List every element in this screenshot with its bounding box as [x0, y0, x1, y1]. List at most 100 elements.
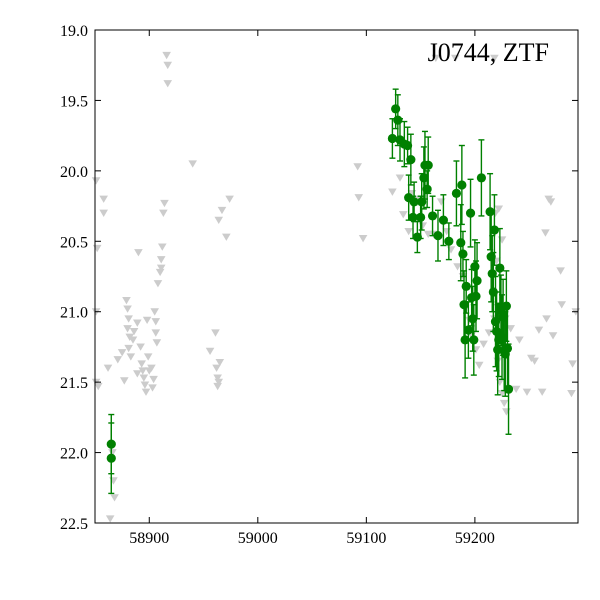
upper-limit-marker [546, 198, 556, 206]
detection-marker [472, 276, 482, 286]
detection-marker [498, 312, 508, 322]
y-tick-label: 19.0 [60, 23, 88, 40]
detection-marker [495, 263, 505, 273]
upper-limit-marker [484, 329, 494, 337]
detection-marker [412, 232, 422, 242]
upper-limit-marker [213, 382, 222, 391]
upper-limit-marker [497, 236, 507, 244]
detection-marker [457, 180, 467, 190]
upper-limit-marker [126, 353, 136, 361]
upper-limit-marker [499, 399, 509, 408]
upper-limit-marker [156, 264, 166, 272]
upper-limit-marker [149, 375, 158, 384]
upper-limit-marker [103, 364, 113, 372]
upper-limit-marker [353, 163, 362, 171]
detection-marker [433, 231, 443, 241]
y-tick-label: 19.5 [60, 93, 88, 110]
detection-marker [419, 173, 429, 183]
detection-marker [489, 225, 500, 235]
x-tick-label: 58900 [129, 530, 169, 547]
upper-limit-marker [222, 233, 231, 241]
upper-limit-marker [157, 243, 167, 251]
x-tick-label: 59200 [455, 530, 495, 547]
upper-limit-marker [567, 389, 576, 398]
detection-marker [406, 154, 416, 165]
upper-limit-marker [123, 325, 132, 333]
upper-limit-marker [120, 377, 129, 385]
upper-limit-marker [133, 370, 142, 378]
detection-marker [487, 269, 497, 279]
detection-marker [459, 300, 469, 310]
upper-limit-marker [354, 194, 364, 202]
upper-limit-marker [105, 515, 115, 523]
upper-limit-marker [129, 327, 139, 336]
upper-limit-marker [494, 205, 504, 213]
upper-limit-marker [205, 347, 215, 356]
upper-limit-marker [548, 332, 558, 340]
upper-limit-marker [151, 318, 161, 326]
upper-limit-marker [568, 360, 577, 368]
upper-limit-marker [431, 54, 441, 63]
upper-limit-marker [423, 230, 433, 239]
upper-limit-marker [225, 195, 234, 203]
upper-limit-marker [139, 374, 149, 382]
upper-limit-marker [530, 357, 539, 365]
upper-limit-marker [147, 364, 156, 372]
upper-limit-marker [99, 209, 108, 217]
detection-marker [471, 291, 481, 301]
upper-limit-marker [159, 209, 168, 217]
upper-limit-marker [395, 174, 405, 182]
detection-marker [460, 335, 470, 345]
upper-limit-marker [214, 216, 224, 225]
y-tick-label: 22.0 [60, 446, 88, 463]
detection-marker [490, 316, 501, 327]
upper-limit-marker [110, 494, 119, 502]
detection-marker [476, 173, 486, 183]
upper-limit-marker [556, 267, 565, 275]
detection-marker [451, 188, 462, 198]
y-tick-label: 21.0 [60, 305, 88, 322]
detection-marker [402, 140, 413, 151]
detection-marker [106, 453, 116, 463]
upper-limit-marker [138, 367, 148, 375]
detection-marker [387, 133, 397, 144]
upper-limit-marker [404, 227, 413, 236]
x-tick-label: 59100 [346, 530, 386, 547]
upper-limit-marker [117, 349, 127, 357]
upper-limit-marker [217, 206, 227, 215]
detection-marker [427, 211, 438, 221]
upper-limit-marker [398, 211, 408, 219]
upper-limit-marker [511, 385, 521, 394]
upper-limit-marker [490, 54, 499, 63]
detection-marker [409, 197, 419, 207]
upper-limit-marker [557, 301, 567, 309]
y-tick-label: 20.0 [60, 164, 88, 181]
detection-marker [422, 184, 432, 194]
upper-limit-marker [150, 308, 159, 316]
upper-limit-marker [506, 325, 516, 333]
upper-limit-marker [93, 382, 103, 391]
detection-marker [416, 212, 426, 222]
upper-limit-marker [155, 268, 165, 277]
upper-limit-marker [136, 343, 145, 351]
upper-limit-marker [418, 222, 428, 230]
upper-limit-marker [212, 364, 221, 372]
upper-limit-marker [534, 326, 544, 334]
upper-limit-marker [502, 408, 511, 416]
upper-limit-marker [451, 54, 460, 63]
upper-limit-marker [134, 249, 143, 257]
upper-limit-marker [122, 297, 131, 305]
upper-limit-marker [156, 256, 166, 264]
upper-limit-marker [124, 315, 133, 323]
upper-limit-marker [142, 316, 152, 325]
upper-limit-marker [522, 388, 532, 396]
detection-marker [486, 252, 496, 262]
upper-limit-marker [163, 61, 173, 70]
upper-limit-marker [163, 80, 173, 88]
detection-marker [444, 236, 454, 246]
detection-marker [393, 115, 403, 125]
upper-limit-marker [515, 336, 524, 344]
upper-limit-marker [128, 336, 138, 344]
detection-marker [503, 384, 514, 394]
